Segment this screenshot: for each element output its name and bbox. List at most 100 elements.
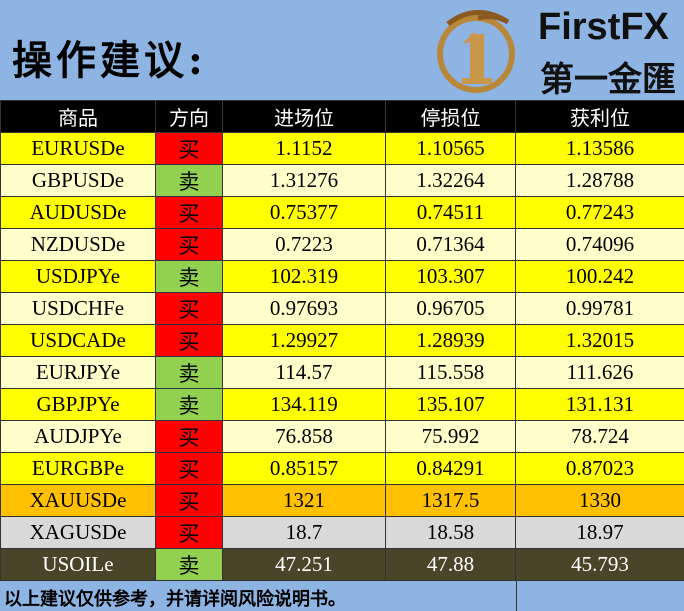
header: 操作建议: FirstFX 第一金匯 (0, 0, 684, 100)
cell: 75.992 (386, 421, 516, 453)
cell: GBPJPYe (1, 389, 156, 421)
logo-icon (428, 4, 528, 96)
cell: 47.88 (386, 549, 516, 581)
column-header: 方向 (156, 101, 223, 133)
cell: 76.858 (223, 421, 386, 453)
cell: 134.119 (223, 389, 386, 421)
cell: 78.724 (516, 421, 684, 453)
cell: 102.319 (223, 261, 386, 293)
logo-name: FirstFX (538, 6, 669, 49)
cell: 45.793 (516, 549, 684, 581)
cell: 1.10565 (386, 133, 516, 165)
cell: 0.85157 (223, 453, 386, 485)
cell: 115.558 (386, 357, 516, 389)
cell: 0.74096 (516, 229, 684, 261)
cell: 111.626 (516, 357, 684, 389)
direction-cell: 卖 (156, 261, 223, 293)
cell: EURGBPe (1, 453, 156, 485)
cell: 1.28788 (516, 165, 684, 197)
cell: USDJPYe (1, 261, 156, 293)
cell: 0.71364 (386, 229, 516, 261)
cell: 0.96705 (386, 293, 516, 325)
cell: 1.13586 (516, 133, 684, 165)
direction-cell: 卖 (156, 357, 223, 389)
cell: 1317.5 (386, 485, 516, 517)
cell: 1.32015 (516, 325, 684, 357)
cell: 114.57 (223, 357, 386, 389)
cell: 0.7223 (223, 229, 386, 261)
cell: 18.7 (223, 517, 386, 549)
cell: 18.97 (516, 517, 684, 549)
cell: 135.107 (386, 389, 516, 421)
cell: USOILe (1, 549, 156, 581)
direction-cell: 买 (156, 325, 223, 357)
cell: 0.97693 (223, 293, 386, 325)
cell: AUDUSDe (1, 197, 156, 229)
cell: 47.251 (223, 549, 386, 581)
cell: GBPUSDe (1, 165, 156, 197)
title: 操作建议: (12, 28, 207, 86)
cell: 0.84291 (386, 453, 516, 485)
cell: 1.31276 (223, 165, 386, 197)
cell: 18.58 (386, 517, 516, 549)
footer-text: 以上建议仅供参考，并请详阅风险说明书。 (4, 585, 346, 611)
cell: 0.99781 (516, 293, 684, 325)
direction-cell: 买 (156, 197, 223, 229)
cell: AUDJPYe (1, 421, 156, 453)
direction-cell: 买 (156, 229, 223, 261)
direction-cell: 买 (156, 421, 223, 453)
footer: 以上建议仅供参考，并请详阅风险说明书。 (0, 580, 684, 611)
cell: 131.131 (516, 389, 684, 421)
cell: 1.32264 (386, 165, 516, 197)
direction-cell: 买 (156, 133, 223, 165)
footer-cell (516, 581, 684, 611)
cell: 0.87023 (516, 453, 684, 485)
cell: 1.28939 (386, 325, 516, 357)
cell: EURUSDe (1, 133, 156, 165)
direction-cell: 买 (156, 293, 223, 325)
cell: 103.307 (386, 261, 516, 293)
column-header: 进场位 (223, 101, 386, 133)
logo-subtitle: 第一金匯 (540, 52, 676, 101)
cell: 100.242 (516, 261, 684, 293)
column-header: 获利位 (516, 101, 684, 133)
direction-cell: 买 (156, 485, 223, 517)
direction-cell: 卖 (156, 165, 223, 197)
cell: XAUUSDe (1, 485, 156, 517)
direction-cell: 买 (156, 517, 223, 549)
cell: 0.77243 (516, 197, 684, 229)
column-header: 商品 (1, 101, 156, 133)
direction-cell: 买 (156, 453, 223, 485)
cell: 0.74511 (386, 197, 516, 229)
cell: 1321 (223, 485, 386, 517)
cell: NZDUSDe (1, 229, 156, 261)
cell: 0.75377 (223, 197, 386, 229)
column-header: 停损位 (386, 101, 516, 133)
cell: USDCHFe (1, 293, 156, 325)
cell: XAGUSDe (1, 517, 156, 549)
cell: USDCADe (1, 325, 156, 357)
direction-cell: 卖 (156, 389, 223, 421)
direction-cell: 卖 (156, 549, 223, 581)
cell: EURJPYe (1, 357, 156, 389)
header-row: 商品方向进场位停损位获利位 (1, 101, 684, 133)
cell: 1330 (516, 485, 684, 517)
cell: 1.1152 (223, 133, 386, 165)
cell: 1.29927 (223, 325, 386, 357)
